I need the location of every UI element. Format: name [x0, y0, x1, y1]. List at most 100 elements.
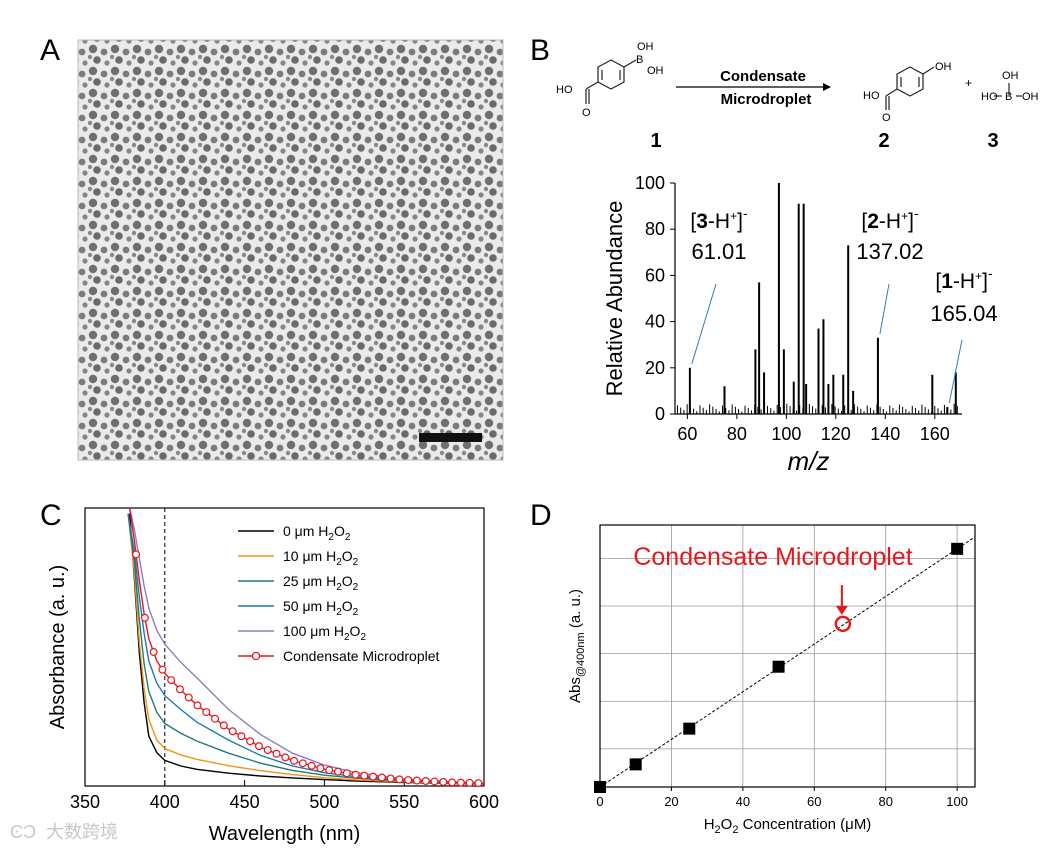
compound-2-oh: OH: [935, 61, 952, 73]
series-marker: [474, 779, 483, 788]
x-tick-label: 100: [771, 424, 801, 444]
y-tick-label: 20: [645, 358, 665, 378]
compound-1-b: B: [636, 54, 643, 66]
series-marker: [316, 764, 325, 773]
y-axis-label-subscript: @400nm: [575, 632, 587, 677]
series-marker: [167, 676, 176, 685]
x-tick-label: 60: [807, 794, 821, 809]
data-point: [629, 758, 642, 771]
ion-suffix: -H: [708, 210, 730, 233]
ion-minus-superscript: -: [743, 205, 748, 221]
x-tick-label: 40: [736, 794, 750, 809]
plot-frame: [599, 524, 976, 788]
series-marker: [132, 550, 141, 559]
series-marker: [448, 778, 457, 787]
y-tick-label: 60: [645, 265, 665, 285]
legend-label: 100 μm H2O2: [283, 623, 366, 643]
x-tick-label: 80: [727, 424, 747, 444]
series-marker: [290, 756, 299, 765]
series-marker: [412, 776, 421, 785]
series-marker: [369, 772, 378, 781]
series-marker: [175, 685, 184, 694]
ion-charge-superscript: +: [975, 269, 982, 283]
series-marker: [351, 770, 360, 779]
peak-annotation-ion: [1-H+]-: [935, 265, 993, 293]
watermark-icon: ϾϽ: [10, 822, 36, 842]
ion-open-bracket: [: [690, 210, 696, 233]
legend-label: 50 μm H2O2: [283, 598, 359, 618]
x-tick-label: 160: [920, 424, 950, 444]
ion-number: 3: [696, 210, 708, 233]
series-marker: [395, 775, 404, 784]
compound-1-oh-right: OH: [647, 65, 664, 77]
x-tick-label: 140: [870, 424, 900, 444]
x-axis-label: m/z: [788, 446, 830, 476]
data-point: [951, 542, 964, 555]
ion-close-bracket: ]: [737, 210, 743, 233]
y-tick-label: 80: [645, 219, 665, 239]
series-marker: [228, 727, 237, 736]
compound-2-ho: HO: [863, 90, 880, 102]
data-point: [594, 781, 606, 793]
highlight-arrow-head: [835, 605, 848, 615]
ion-charge-superscript: +: [901, 209, 908, 223]
x-tick-label: 400: [150, 792, 180, 812]
series-marker: [342, 769, 351, 778]
series-marker: [254, 742, 263, 751]
peak-annotation-ion: [3-H+]-: [690, 205, 748, 233]
arrow-label-microdroplet: Microdroplet: [721, 91, 812, 108]
x-axis-label-text: Concentration (μM): [738, 816, 871, 833]
x-tick-label: 100: [946, 794, 968, 809]
compound-number-3: 3: [987, 130, 998, 152]
x-tick-label: 80: [878, 794, 892, 809]
legend-label-text: O: [350, 623, 361, 639]
x-axis-label: H2O2 Concentration (μM): [704, 816, 872, 836]
y-axis-label: Abs@400nm (a. u.): [567, 589, 587, 703]
peak-annotation-leader: [691, 283, 717, 364]
legend-label-subscript: 2: [336, 582, 342, 593]
panel-label-b: B: [530, 34, 550, 67]
compound-1-o: O: [582, 107, 591, 119]
panel-label-a: A: [40, 34, 60, 67]
series-marker: [246, 737, 255, 746]
legend-label: 25 μm H2O2: [283, 573, 359, 593]
series-marker: [211, 714, 220, 723]
compound-2-structure: [885, 66, 935, 110]
highlight-point: [834, 615, 852, 633]
series-marker: [333, 767, 342, 776]
legend-label-subscript: 2: [353, 607, 359, 618]
compound-3-b: B: [1005, 91, 1012, 103]
series-marker: [281, 753, 290, 762]
series-marker: [421, 777, 430, 786]
series-line: [129, 513, 485, 785]
x-tick-label: 550: [389, 792, 419, 812]
ion-close-bracket: ]: [908, 210, 914, 233]
series-marker: [219, 721, 228, 730]
ion-close-bracket: ]: [982, 270, 988, 293]
series-marker: [158, 665, 167, 674]
watermark: 大数跨境: [46, 822, 118, 842]
peak-annotation-mz: 61.01: [691, 239, 746, 264]
legend-label-subscript: 2: [336, 557, 342, 568]
x-axis-label-text: O: [721, 816, 733, 833]
series-marker: [456, 778, 465, 787]
y-axis-label: Relative Abundance: [602, 201, 627, 397]
ion-open-bracket: [: [935, 270, 941, 293]
legend-label: Condensate Microdroplet: [283, 648, 440, 664]
peak-annotation-mz: 137.02: [856, 239, 923, 264]
plot-frame: [84, 507, 485, 787]
legend-label-text: O: [342, 573, 353, 589]
legend-label-text: 25 μm H: [283, 573, 336, 589]
x-axis-label-text: H: [704, 816, 715, 833]
legend-label-text: O: [334, 523, 345, 539]
series-marker: [386, 774, 395, 783]
panel-label-d: D: [530, 499, 552, 532]
panel-label-c: C: [40, 499, 62, 532]
compound-1-structure: [585, 59, 637, 104]
legend-label: 10 μm H2O2: [283, 548, 359, 568]
legend-label-subscript: 2: [353, 582, 359, 593]
legend-label-text: O: [342, 598, 353, 614]
y-axis-label-text: (a. u.): [567, 589, 584, 632]
legend-label-subscript: 2: [328, 532, 334, 543]
